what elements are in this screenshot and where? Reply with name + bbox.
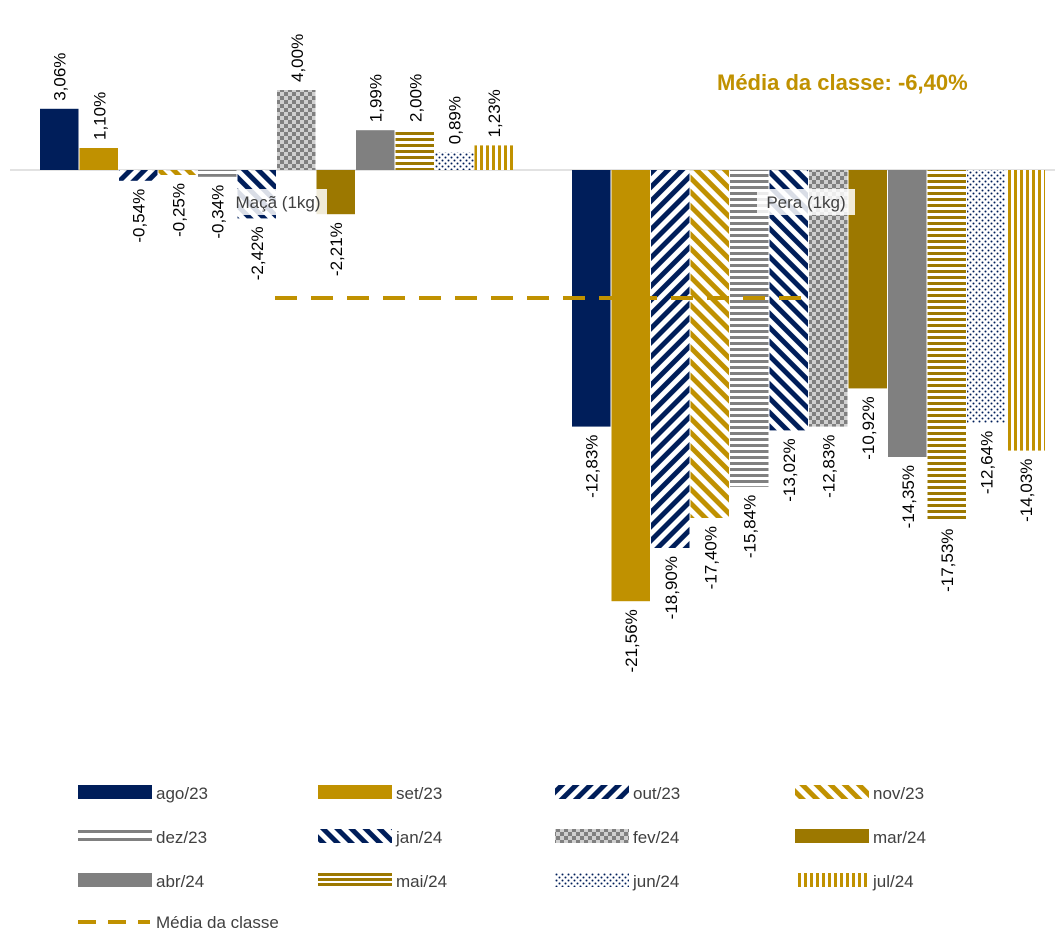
legend-item-average: Média da classe xyxy=(78,913,279,932)
legend-item-ago-23: ago/23 xyxy=(78,784,208,803)
legend-item-mar-24: mar/24 xyxy=(795,828,926,847)
data-label: 1,10% xyxy=(90,92,109,140)
data-label: -14,03% xyxy=(1017,459,1036,522)
data-label: 1,99% xyxy=(367,74,386,122)
legend-item-mai-24: mai/24 xyxy=(318,872,447,891)
svg-text:mar/24: mar/24 xyxy=(873,828,926,847)
bar-jun-24-0 xyxy=(435,152,474,170)
bar-jul-24-0 xyxy=(474,145,513,170)
bar-out-23-1 xyxy=(651,170,690,548)
svg-text:Média da classe: Média da classe xyxy=(156,913,279,932)
bar-ago-23-0 xyxy=(40,108,79,170)
bar-jun-24-1 xyxy=(967,170,1006,423)
data-label: -2,21% xyxy=(327,222,346,276)
legend-item-set-23: set/23 xyxy=(318,784,442,803)
bar-nov-23-0 xyxy=(158,170,197,175)
bar-mai-24-0 xyxy=(395,130,434,170)
class-average-annotation: Média da classe: -6,40% xyxy=(717,70,968,95)
svg-text:jan/24: jan/24 xyxy=(395,828,442,847)
bar-fev-24-0 xyxy=(277,90,316,170)
data-label: 2,00% xyxy=(406,74,425,122)
svg-text:Maçã (1kg): Maçã (1kg) xyxy=(235,193,320,212)
data-label: -21,56% xyxy=(622,609,641,672)
svg-text:abr/24: abr/24 xyxy=(156,872,204,891)
svg-text:jun/24: jun/24 xyxy=(632,872,679,891)
bar-abr-24-1 xyxy=(888,170,927,457)
category-labels: Maçã (1kg) Pera (1kg) xyxy=(229,189,855,215)
bar-set-23-1 xyxy=(611,170,650,602)
svg-text:fev/24: fev/24 xyxy=(633,828,679,847)
data-label: 0,89% xyxy=(446,96,465,144)
legend-item-fev-24: fev/24 xyxy=(555,828,679,847)
data-label: -10,92% xyxy=(859,396,878,459)
legend-item-nov-23: nov/23 xyxy=(795,784,924,803)
svg-text:set/23: set/23 xyxy=(396,784,442,803)
bar-dez-23-0 xyxy=(198,170,237,177)
svg-text:dez/23: dez/23 xyxy=(156,828,207,847)
bar-nov-23-1 xyxy=(690,170,729,518)
svg-text:Pera (1kg): Pera (1kg) xyxy=(766,193,845,212)
data-label: -0,25% xyxy=(169,183,188,237)
legend-item-out-23: out/23 xyxy=(555,784,680,803)
bar-dez-23-1 xyxy=(730,170,769,487)
data-label: 4,00% xyxy=(288,34,307,82)
category-label: Maçã (1kg) xyxy=(229,189,327,215)
legend-item-jun-24: jun/24 xyxy=(555,872,679,891)
bar-out-23-0 xyxy=(119,170,158,181)
data-label: 1,23% xyxy=(485,89,504,137)
data-label: -0,34% xyxy=(209,185,228,239)
data-label: -2,42% xyxy=(248,226,267,280)
data-label: -15,84% xyxy=(741,495,760,558)
legend: ago/23 set/23 out/23 nov/23 dez/23 jan/24 fev/… xyxy=(78,784,926,932)
legend-item-abr-24: abr/24 xyxy=(78,872,204,891)
bar-abr-24-0 xyxy=(356,130,395,170)
data-label: -0,54% xyxy=(130,189,149,243)
svg-text:ago/23: ago/23 xyxy=(156,784,208,803)
data-label: -12,83% xyxy=(583,435,602,498)
bar-mai-24-1 xyxy=(927,170,966,521)
data-label: -18,90% xyxy=(662,556,681,619)
bars-layer xyxy=(10,90,1055,602)
legend-item-jul-24: jul/24 xyxy=(795,872,914,891)
svg-text:mai/24: mai/24 xyxy=(396,872,447,891)
data-label: -12,83% xyxy=(820,435,839,498)
data-label: -17,53% xyxy=(938,529,957,592)
data-label: -17,40% xyxy=(701,526,720,589)
svg-text:jul/24: jul/24 xyxy=(872,872,914,891)
category-label: Pera (1kg) xyxy=(757,189,855,215)
svg-text:nov/23: nov/23 xyxy=(873,784,924,803)
data-label: -12,64% xyxy=(978,431,997,494)
svg-text:out/23: out/23 xyxy=(633,784,680,803)
legend-item-jan-24: jan/24 xyxy=(318,828,442,847)
bar-set-23-0 xyxy=(79,148,118,170)
data-label: -13,02% xyxy=(780,438,799,501)
bar-jul-24-1 xyxy=(1006,170,1045,451)
legend-item-dez-23: dez/23 xyxy=(78,828,207,847)
data-label: 3,06% xyxy=(51,53,70,101)
data-label: -14,35% xyxy=(899,465,918,528)
labels-layer: 3,06% 1,10% -0,54% -0,25% -0,34% -2,42% 4,00% -… xyxy=(51,34,1037,673)
